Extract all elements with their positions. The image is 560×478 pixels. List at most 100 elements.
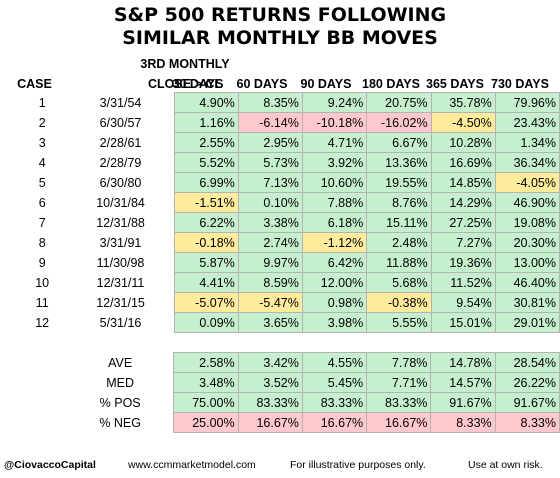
case-number: 6 [38, 195, 46, 210]
table-row: 7 12/31/88 6.22% 3.38% 6.18% 15.11% 27.25% 19.0… [17, 212, 560, 233]
return-cell: 19.08% [494, 212, 560, 233]
case-date: 3/31/91 [99, 235, 142, 250]
summary-row: % POS 75.00% 83.33% 83.33% 83.33% 91.67% 91.67… [17, 392, 560, 413]
case-date: 3/31/54 [99, 95, 142, 110]
return-cell: 46.90% [494, 192, 560, 213]
return-cell: 3.65% [237, 312, 303, 333]
date-header-line-2: CLOSE > CL [148, 77, 222, 91]
summary-cell: 5.45% [301, 372, 368, 393]
table-row: 8 3/31/91 -0.18% 2.74% -1.12% 2.48% 7.27% 20.30… [17, 232, 560, 253]
summary-label: AVE [108, 355, 133, 370]
return-cell: 30.81% [494, 292, 560, 313]
case-number: 4 [38, 155, 46, 170]
case-date: 10/31/84 [96, 195, 145, 210]
return-cell: -4.50% [430, 112, 496, 133]
chart-title-line-1: S&P 500 RETURNS FOLLOWING [113, 4, 447, 26]
footer-handle: @CiovaccoCapital [4, 459, 96, 471]
return-cell: -5.47% [237, 292, 303, 313]
return-cell: 29.01% [494, 312, 560, 333]
summary-cell: 7.78% [366, 352, 432, 373]
return-cell: -5.07% [173, 292, 239, 313]
case-number: 12 [35, 315, 50, 330]
table-row: 5 6/30/80 6.99% 7.13% 10.60% 19.55% 14.85% -4.0… [17, 172, 560, 193]
case-number: 9 [38, 255, 46, 270]
table-row: 9 11/30/98 5.87% 9.97% 6.42% 11.88% 19.36% 13.0… [17, 252, 560, 273]
return-cell: 2.74% [237, 232, 303, 253]
return-cell: 2.95% [237, 132, 303, 153]
summary-cell: 26.22% [494, 372, 560, 393]
case-date: 6/30/80 [99, 175, 142, 190]
return-cell: 4.71% [301, 132, 368, 153]
case-number: 11 [35, 295, 49, 310]
returns-table: 1 3/31/54 4.90% 8.35% 9.24% 20.75% 35.78% 79.96… [17, 92, 560, 333]
return-cell: 23.43% [494, 112, 560, 133]
case-date: 12/31/15 [96, 295, 145, 310]
return-cell: 4.41% [173, 272, 239, 293]
chart-title-line-2: SIMILAR MONTHLY BB MOVES [122, 27, 438, 49]
summary-row: MED 3.48% 3.52% 5.45% 7.71% 14.57% 26.22% [17, 372, 560, 393]
summary-label: % NEG [99, 415, 141, 430]
summary-label: MED [106, 375, 135, 390]
footer-site[interactable]: www.ccmmarketmodel.com [128, 459, 256, 471]
summary-cell: 83.33% [301, 392, 368, 413]
return-cell: 46.40% [494, 272, 560, 293]
case-date: 2/28/61 [99, 135, 142, 150]
return-cell: 15.01% [430, 312, 496, 333]
case-number: 8 [38, 235, 46, 250]
table-row: 10 12/31/11 4.41% 8.59% 12.00% 5.68% 11.52% 46.… [17, 272, 560, 293]
return-cell: 19.36% [430, 252, 496, 273]
date-header-line-1: 3RD MONTHLY [140, 57, 230, 71]
summary-cell: 16.67% [366, 412, 432, 433]
case-date: 6/30/57 [99, 115, 142, 130]
summary-cell: 8.33% [494, 412, 560, 433]
return-cell: 7.13% [237, 172, 303, 193]
return-cell: 79.96% [494, 92, 560, 113]
return-cell: 14.29% [430, 192, 496, 213]
return-cell: 11.52% [430, 272, 496, 293]
case-number: 1 [38, 95, 46, 110]
table-row: 11 12/31/15 -5.07% -5.47% 0.98% -0.38% 9.54% 30… [17, 292, 560, 313]
case-number: 3 [38, 135, 46, 150]
return-cell: 16.69% [430, 152, 496, 173]
period-header-365: 365 DAYS [426, 77, 484, 91]
table-row: 6 10/31/84 -1.51% 0.10% 7.88% 8.76% 14.29% 46.9… [17, 192, 560, 213]
return-cell: -4.05% [494, 172, 560, 193]
case-number: 10 [35, 275, 50, 290]
summary-cell: 16.67% [301, 412, 368, 433]
return-cell: 3.38% [237, 212, 303, 233]
return-cell: 9.97% [237, 252, 303, 273]
return-cell: 4.90% [173, 92, 239, 113]
return-cell: 13.00% [494, 252, 560, 273]
footer-note: For illustrative purposes only. [290, 459, 426, 471]
summary-cell: 4.55% [301, 352, 368, 373]
return-cell: 7.27% [430, 232, 496, 253]
case-number: 7 [38, 215, 46, 230]
summary-cell: 3.42% [237, 352, 303, 373]
summary-cell: 3.48% [173, 372, 239, 393]
return-cell: 5.55% [366, 312, 432, 333]
case-number: 5 [38, 175, 46, 190]
return-cell: 0.98% [301, 292, 368, 313]
return-cell: -1.51% [173, 192, 239, 213]
period-header-730: 730 DAYS [491, 77, 549, 91]
summary-cell: 14.57% [430, 372, 496, 393]
table-row: 4 2/28/79 5.52% 5.73% 3.92% 13.36% 16.69% 36.34… [17, 152, 560, 173]
return-cell: 35.78% [430, 92, 496, 113]
return-cell: 12.00% [301, 272, 368, 293]
return-cell: 36.34% [494, 152, 560, 173]
return-cell: 7.88% [301, 192, 368, 213]
return-cell: 6.18% [301, 212, 368, 233]
return-cell: 8.59% [237, 272, 303, 293]
return-cell: 20.75% [366, 92, 432, 113]
summary-cell: 14.78% [430, 352, 496, 373]
return-cell: -1.12% [301, 232, 368, 253]
summary-cell: 7.71% [366, 372, 432, 393]
table-row: 3 2/28/61 2.55% 2.95% 4.71% 6.67% 10.28% 1.34% [17, 132, 560, 153]
return-cell: 9.24% [301, 92, 368, 113]
table-row: 12 5/31/16 0.09% 3.65% 3.98% 5.55% 15.01% 29.01… [17, 312, 560, 333]
summary-cell: 3.52% [237, 372, 303, 393]
return-cell: 6.99% [173, 172, 239, 193]
return-cell: 15.11% [366, 212, 432, 233]
return-cell: 2.55% [173, 132, 239, 153]
summary-cell: 75.00% [173, 392, 239, 413]
